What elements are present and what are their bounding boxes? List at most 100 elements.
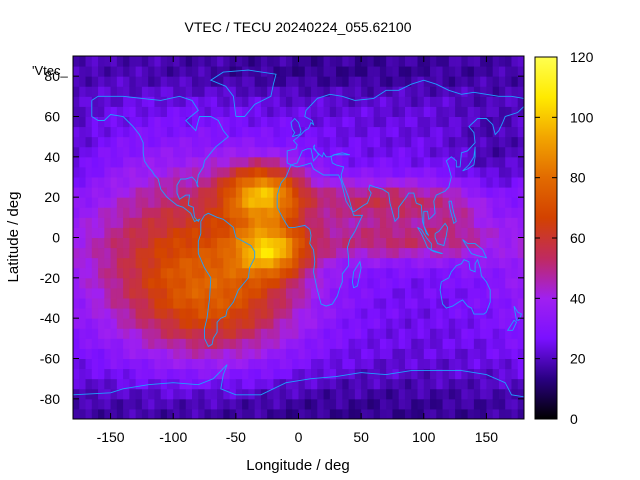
heatmap-cell xyxy=(204,257,212,269)
heatmap-cell xyxy=(348,227,356,238)
heatmap-cell xyxy=(442,217,450,228)
heatmap-cell xyxy=(505,408,512,420)
heatmap-cell xyxy=(91,298,99,309)
heatmap-cell xyxy=(285,257,293,269)
heatmap-cell xyxy=(210,237,218,249)
heatmap-cell xyxy=(285,308,293,319)
heatmap-cell xyxy=(329,56,337,67)
heatmap-cell xyxy=(323,146,331,158)
heatmap-cell xyxy=(254,156,262,168)
heatmap-cell xyxy=(311,217,318,228)
heatmap-cell xyxy=(473,197,481,208)
heatmap-cell xyxy=(323,338,331,349)
heatmap-cell xyxy=(354,338,362,349)
heatmap-cell xyxy=(135,338,143,349)
coastline xyxy=(429,249,443,255)
heatmap-cell xyxy=(110,96,118,107)
heatmap-cell xyxy=(467,217,475,228)
heatmap-cell xyxy=(242,197,249,208)
heatmap-cell xyxy=(273,318,281,329)
heatmap-cell xyxy=(498,298,506,309)
heatmap-cell xyxy=(392,267,400,279)
heatmap-cell xyxy=(386,166,393,178)
heatmap-cell xyxy=(455,247,462,259)
heatmap-cell xyxy=(317,398,325,410)
heatmap-cell xyxy=(292,378,299,390)
heatmap-cell xyxy=(505,136,512,148)
heatmap-cell xyxy=(273,106,281,117)
heatmap-cell xyxy=(85,116,93,128)
heatmap-cell xyxy=(511,247,519,259)
heatmap-cell xyxy=(411,136,419,148)
heatmap-cell xyxy=(110,368,118,380)
heatmap-cell xyxy=(392,227,400,238)
heatmap-cell xyxy=(404,187,412,198)
heatmap-cell xyxy=(273,126,281,138)
heatmap-cell xyxy=(79,76,87,87)
coastline xyxy=(286,79,525,163)
heatmap-cell xyxy=(192,408,199,420)
heatmap-cell xyxy=(135,177,143,188)
heatmap-cell xyxy=(204,348,212,359)
heatmap-cell xyxy=(329,348,337,359)
heatmap-cell xyxy=(480,287,487,299)
heatmap-cell xyxy=(404,358,412,370)
heatmap-cell xyxy=(379,237,387,249)
heatmap-cell xyxy=(323,368,331,380)
heatmap-cell xyxy=(210,126,218,138)
heatmap-cell xyxy=(267,328,274,339)
heatmap-cell xyxy=(417,257,425,269)
heatmap-cell xyxy=(98,388,105,400)
heatmap-cell xyxy=(505,257,512,269)
heatmap-cell xyxy=(492,227,500,238)
heatmap-cell xyxy=(342,56,350,67)
heatmap-cell xyxy=(423,96,431,107)
heatmap-cell xyxy=(373,146,381,158)
heatmap-cell xyxy=(342,408,350,420)
heatmap-cell xyxy=(498,408,506,420)
heatmap-cell xyxy=(379,287,387,299)
heatmap-cell xyxy=(254,187,262,198)
heatmap-cell xyxy=(436,308,444,319)
heatmap-cell xyxy=(473,398,481,410)
heatmap-cell xyxy=(473,76,481,87)
heatmap-cell xyxy=(373,126,381,138)
heatmap-cell xyxy=(223,348,231,359)
heatmap-cell xyxy=(91,277,99,289)
heatmap-cell xyxy=(254,116,262,128)
heatmap-cell xyxy=(229,217,237,228)
heatmap-cell xyxy=(292,227,299,238)
heatmap-cell xyxy=(85,136,93,148)
heatmap-cell xyxy=(254,287,262,299)
heatmap-cell xyxy=(210,398,218,410)
heatmap-cell xyxy=(517,298,525,309)
heatmap-cell xyxy=(323,388,331,400)
heatmap-cell xyxy=(267,207,274,218)
heatmap-cell xyxy=(467,56,475,67)
heatmap-cell xyxy=(354,146,362,158)
heatmap-cell xyxy=(505,76,512,87)
heatmap-cell xyxy=(323,217,331,228)
heatmap-cell xyxy=(273,328,281,339)
heatmap-cell xyxy=(442,247,450,259)
heatmap-cell xyxy=(204,96,212,107)
heatmap-cell xyxy=(342,166,350,178)
heatmap-cell xyxy=(498,217,506,228)
heatmap-cell xyxy=(223,76,231,87)
heatmap-cell xyxy=(160,298,168,309)
heatmap-cell xyxy=(91,318,99,329)
heatmap-cell xyxy=(430,348,437,359)
heatmap-cell xyxy=(116,106,124,117)
heatmap-cell xyxy=(430,166,437,178)
heatmap-cell xyxy=(411,277,419,289)
heatmap-cell xyxy=(110,257,118,269)
heatmap-cell xyxy=(354,267,362,279)
heatmap-cell xyxy=(129,237,137,249)
heatmap-cell xyxy=(354,207,362,218)
heatmap-cell xyxy=(329,76,337,87)
heatmap-cell xyxy=(304,318,312,329)
heatmap-cell xyxy=(317,177,325,188)
heatmap-cell xyxy=(455,207,462,218)
heatmap-cell xyxy=(148,166,155,178)
heatmap-cell xyxy=(511,66,519,77)
